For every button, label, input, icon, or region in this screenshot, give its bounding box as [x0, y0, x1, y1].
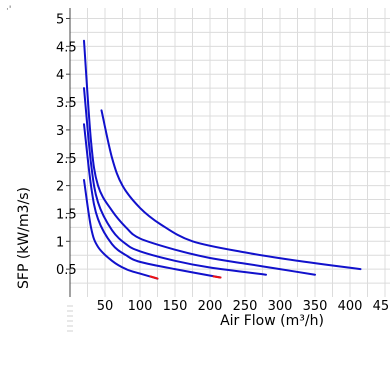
- series-line-4: [83, 39, 316, 276]
- series-line-5: [100, 109, 362, 271]
- y-tick-label: 3: [56, 124, 64, 139]
- y-tick-label: 4.5: [56, 40, 77, 55]
- x-tick-label: 400: [338, 299, 363, 314]
- y-tick-label: 2.5: [56, 152, 77, 167]
- y-axis-label: SFP (kW/m3/s): [16, 187, 32, 289]
- x-tick-label: 450: [373, 299, 390, 314]
- series-line-2: [83, 123, 222, 279]
- corner-mark: ·': [6, 5, 11, 15]
- y-tick-label: 2: [56, 180, 64, 195]
- x-axis-label: Air Flow (m³/h): [220, 313, 324, 329]
- x-tick-label: 100: [128, 299, 153, 314]
- x-tick-label: 50: [97, 299, 114, 314]
- series-tail-1: [149, 275, 159, 280]
- x-tick-label: 200: [198, 299, 223, 314]
- series-group: [83, 39, 362, 280]
- y-tick-label: 3.5: [56, 96, 77, 111]
- minor-ticks: [67, 305, 73, 332]
- y-axis-ticks: 0.5 1 1.5 2 2.5 3 3.5 4 4.5 5: [56, 13, 77, 279]
- y-tick-label: 4: [56, 68, 64, 83]
- y-tick-label: 1: [56, 235, 64, 250]
- y-tick-label: 0.5: [56, 263, 77, 278]
- x-tick-label: 350: [303, 299, 328, 314]
- y-tick-label: 1.5: [56, 207, 77, 222]
- x-axis-ticks: 50100150200250300350400450500: [97, 299, 390, 314]
- series-tail-2: [212, 275, 222, 279]
- x-tick-label: 150: [163, 299, 188, 314]
- series-line-3: [83, 87, 267, 276]
- grid: [70, 8, 390, 297]
- series-line-1: [83, 179, 159, 280]
- y-tick-label: 5: [56, 13, 64, 28]
- x-tick-label: 300: [268, 299, 293, 314]
- x-tick-label: 250: [233, 299, 258, 314]
